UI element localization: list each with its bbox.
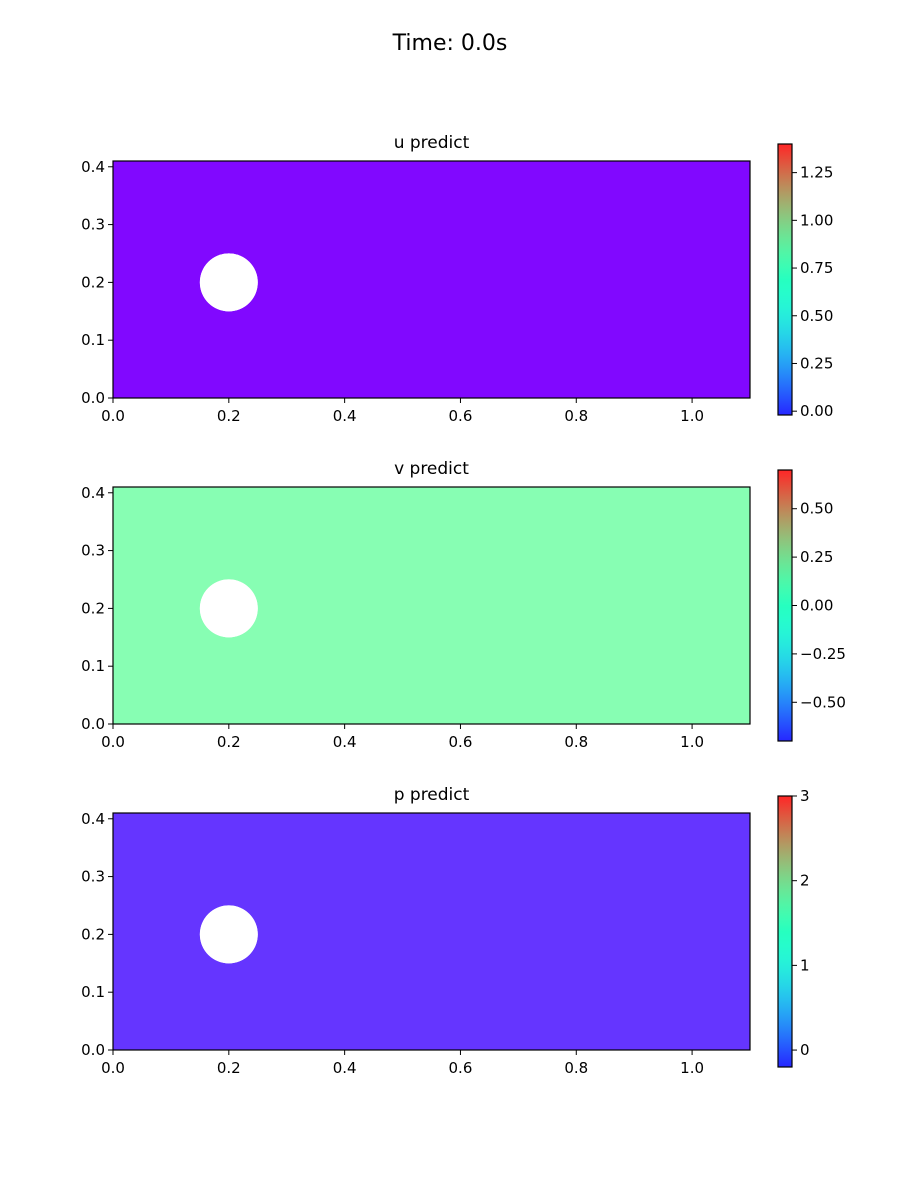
panels: u predict 0.0 0.2 0.4 0.6 0.8 1.0 0.0 0.1 0.2 0.3 0… bbox=[81, 133, 846, 1077]
colorbar-tick-label: 0.25 bbox=[800, 354, 833, 372]
figure-title: Time: 0.0s bbox=[392, 31, 508, 56]
cylinder-obstacle bbox=[199, 905, 258, 964]
x-tick-label: 0.2 bbox=[217, 733, 241, 751]
colorbar-tick-label: 0.50 bbox=[800, 500, 833, 518]
y-tick-label: 0.1 bbox=[81, 657, 105, 675]
colorbar-tick-label: 0.75 bbox=[800, 259, 833, 277]
axes-frame bbox=[112, 812, 751, 1051]
colorbar-tick-label: 0 bbox=[800, 1041, 810, 1059]
x-tick-label: 1.0 bbox=[680, 1059, 704, 1077]
colorbar-frame bbox=[777, 143, 793, 416]
panel-title: u predict bbox=[394, 133, 470, 153]
field-p bbox=[113, 813, 750, 1050]
x-tick-label: 0.2 bbox=[217, 407, 241, 425]
colorbar-tick-label: 0.25 bbox=[800, 548, 833, 566]
y-tick-label: 0.2 bbox=[81, 599, 105, 617]
x-tick-label: 0.0 bbox=[101, 733, 125, 751]
field-u bbox=[113, 161, 750, 398]
colorbar-tick-label: 3 bbox=[800, 787, 810, 805]
cylinder-obstacle bbox=[199, 579, 258, 638]
colorbar-tick-label: 1.00 bbox=[800, 211, 833, 229]
colorbar-tick-label: 2 bbox=[800, 872, 810, 890]
colorbar-tick-label: 0.00 bbox=[800, 597, 833, 615]
x-tick-label: 0.4 bbox=[333, 407, 357, 425]
y-tick-label: 0.1 bbox=[81, 983, 105, 1001]
x-tick-label: 0.8 bbox=[564, 733, 588, 751]
x-tick-label: 0.2 bbox=[217, 1059, 241, 1077]
y-tick-label: 0.4 bbox=[81, 158, 105, 176]
x-tick-label: 0.6 bbox=[449, 1059, 473, 1077]
colorbar-tick-label: −0.50 bbox=[800, 693, 846, 711]
field-v bbox=[113, 487, 750, 724]
colorbar-frame bbox=[777, 795, 793, 1068]
y-tick-label: 0.2 bbox=[81, 925, 105, 943]
panel-p: p predict 0.0 0.2 0.4 0.6 0.8 1.0 0.0 0.1 0.2 0.3 0… bbox=[81, 785, 809, 1077]
y-tick-label: 0.3 bbox=[81, 542, 105, 560]
x-tick-label: 1.0 bbox=[680, 733, 704, 751]
cylinder-obstacle bbox=[199, 253, 258, 312]
y-tick-label: 0.4 bbox=[81, 810, 105, 828]
y-tick-label: 0.3 bbox=[81, 216, 105, 234]
axes-frame bbox=[112, 486, 751, 725]
y-tick-label: 0.0 bbox=[81, 389, 105, 407]
y-tick-label: 0.0 bbox=[81, 1041, 105, 1059]
colorbar-u bbox=[778, 144, 792, 415]
colorbar-tick-label: −0.25 bbox=[800, 645, 846, 663]
colorbar-p bbox=[778, 796, 792, 1067]
y-tick-label: 0.3 bbox=[81, 868, 105, 886]
x-tick-label: 0.4 bbox=[333, 1059, 357, 1077]
panel-v: v predict 0.0 0.2 0.4 0.6 0.8 1.0 0.0 0.1 0.2 0.3 0… bbox=[81, 459, 846, 751]
panel-title: p predict bbox=[394, 785, 470, 805]
x-tick-label: 0.6 bbox=[449, 407, 473, 425]
panel-title: v predict bbox=[394, 459, 469, 479]
colorbar-v bbox=[778, 470, 792, 741]
colorbar-tick-label: 0.50 bbox=[800, 307, 833, 325]
y-tick-label: 0.4 bbox=[81, 484, 105, 502]
y-tick-label: 0.2 bbox=[81, 273, 105, 291]
axes-frame bbox=[112, 160, 751, 399]
colorbar-tick-label: 1 bbox=[800, 956, 810, 974]
x-tick-label: 0.4 bbox=[333, 733, 357, 751]
panel-u: u predict 0.0 0.2 0.4 0.6 0.8 1.0 0.0 0.1 0.2 0.3 0… bbox=[81, 133, 833, 425]
y-tick-label: 0.0 bbox=[81, 715, 105, 733]
colorbar-tick-label: 1.25 bbox=[800, 164, 833, 182]
x-tick-label: 1.0 bbox=[680, 407, 704, 425]
colorbar-tick-label: 0.00 bbox=[800, 402, 833, 420]
x-tick-label: 0.0 bbox=[101, 407, 125, 425]
x-tick-label: 0.8 bbox=[564, 1059, 588, 1077]
x-tick-label: 0.8 bbox=[564, 407, 588, 425]
x-tick-label: 0.0 bbox=[101, 1059, 125, 1077]
y-tick-label: 0.1 bbox=[81, 331, 105, 349]
x-tick-label: 0.6 bbox=[449, 733, 473, 751]
